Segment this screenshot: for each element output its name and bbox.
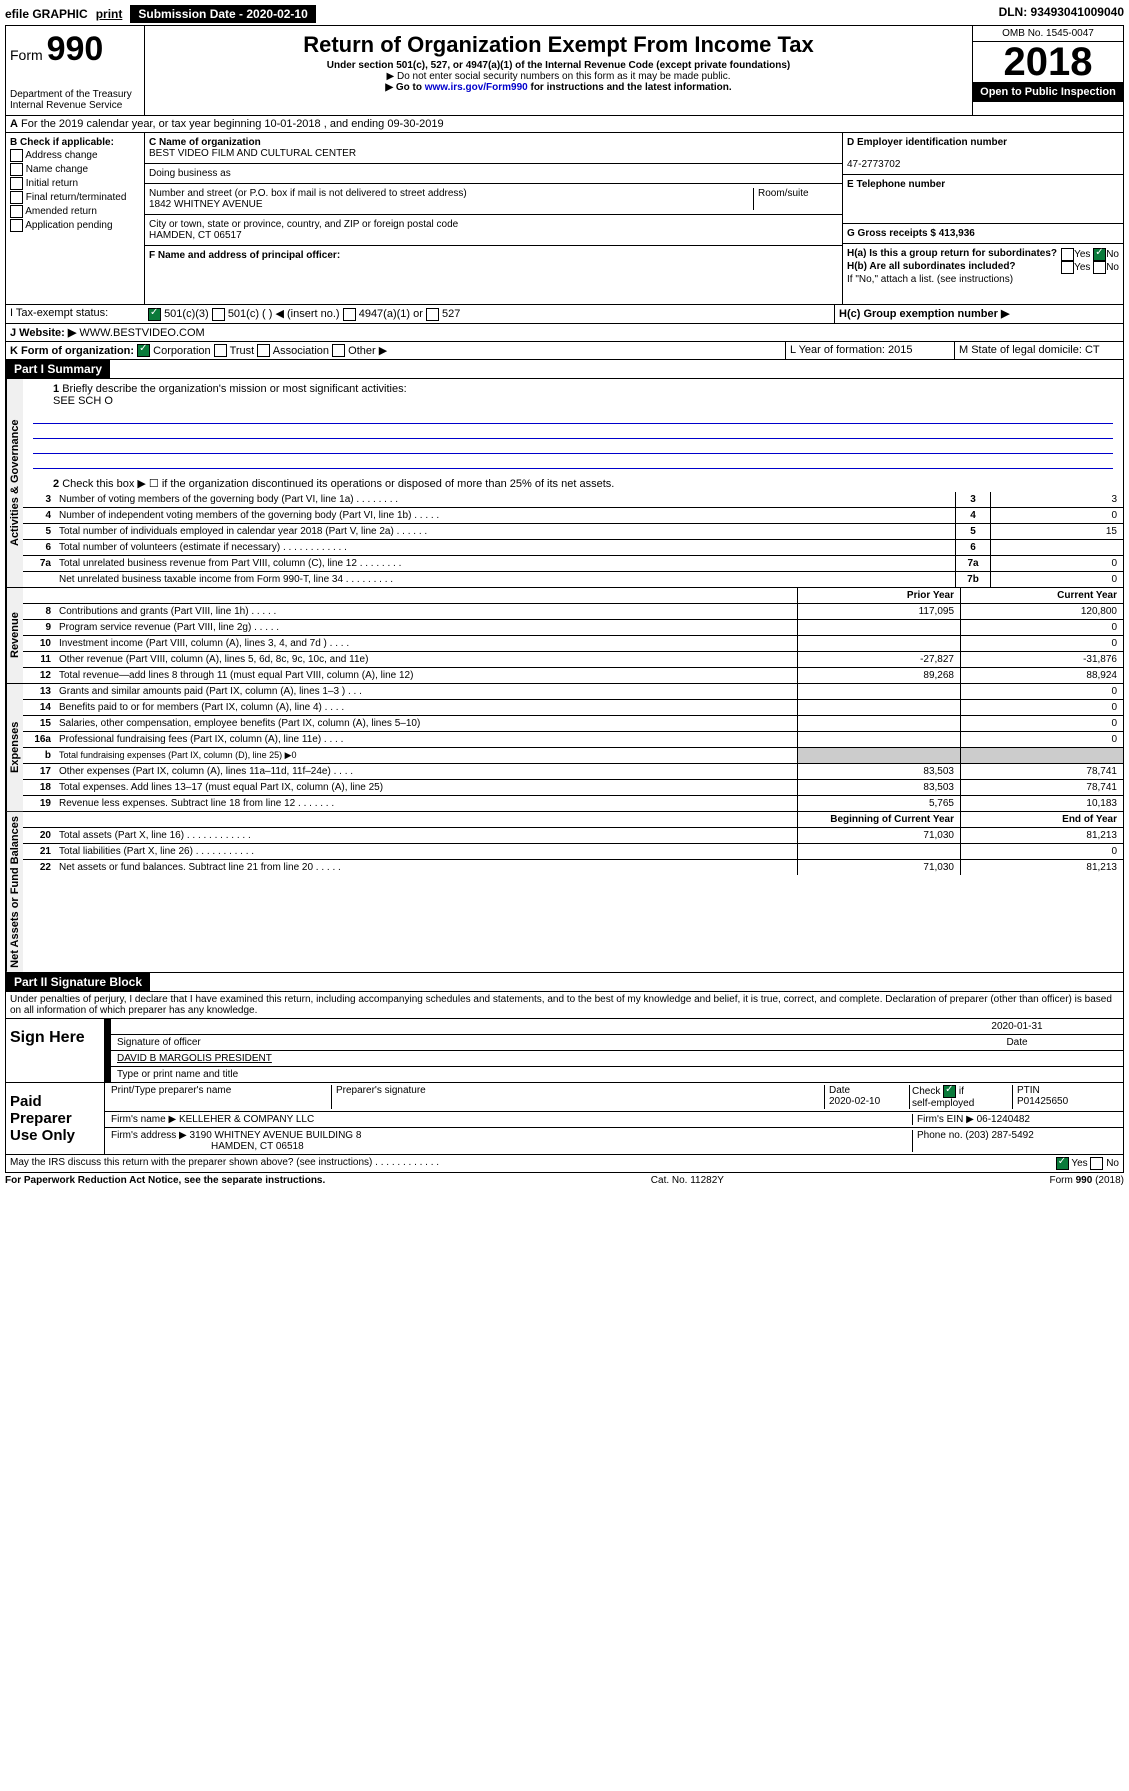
data-row: 18Total expenses. Add lines 13–17 (must … bbox=[23, 780, 1123, 796]
efile-label: efile GRAPHIC bbox=[5, 7, 88, 21]
amended-check[interactable] bbox=[10, 205, 23, 218]
part-2-header: Part II Signature Block bbox=[6, 973, 150, 991]
sign-here-block: Sign Here 2020-01-31 Signature of office… bbox=[5, 1019, 1124, 1083]
footer: For Paperwork Reduction Act Notice, see … bbox=[5, 1173, 1124, 1188]
gov-row: 7aTotal unrelated business revenue from … bbox=[23, 556, 1123, 572]
line-a: A For the 2019 calendar year, or tax yea… bbox=[5, 116, 1124, 133]
name-change-check[interactable] bbox=[10, 163, 23, 176]
form-title: Return of Organization Exempt From Incom… bbox=[149, 32, 968, 58]
data-row: 21Total liabilities (Part X, line 26) . … bbox=[23, 844, 1123, 860]
dln: DLN: 93493041009040 bbox=[999, 5, 1124, 23]
perjury-text: Under penalties of perjury, I declare th… bbox=[5, 992, 1124, 1019]
final-check[interactable] bbox=[10, 191, 23, 204]
data-row: 15Salaries, other compensation, employee… bbox=[23, 716, 1123, 732]
data-row: 11Other revenue (Part VIII, column (A), … bbox=[23, 652, 1123, 668]
data-row: 13Grants and similar amounts paid (Part … bbox=[23, 684, 1123, 700]
form-number: 990 bbox=[47, 30, 104, 68]
addr-change-check[interactable] bbox=[10, 149, 23, 162]
gov-row: 4Number of independent voting members of… bbox=[23, 508, 1123, 524]
gross-receipts: G Gross receipts $ 413,936 bbox=[847, 228, 975, 239]
firm-name: KELLEHER & COMPANY LLC bbox=[179, 1114, 314, 1125]
street: 1842 WHITNEY AVENUE bbox=[149, 199, 263, 210]
irs-link[interactable]: www.irs.gov/Form990 bbox=[425, 82, 528, 93]
rev-label: Revenue bbox=[6, 588, 23, 683]
dba-label: Doing business as bbox=[145, 164, 842, 184]
gov-label: Activities & Governance bbox=[6, 379, 23, 587]
data-row: 19Revenue less expenses. Subtract line 1… bbox=[23, 796, 1123, 811]
paid-preparer-block: Paid Preparer Use Only Print/Type prepar… bbox=[5, 1083, 1124, 1155]
box-b-label: B Check if applicable: bbox=[10, 137, 114, 148]
data-row: 10Investment income (Part VIII, column (… bbox=[23, 636, 1123, 652]
officer-name: DAVID B MARGOLIS PRESIDENT bbox=[117, 1053, 272, 1064]
form-prefix: Form bbox=[10, 47, 43, 63]
ptin: P01425650 bbox=[1017, 1096, 1068, 1107]
data-row: 12Total revenue—add lines 8 through 11 (… bbox=[23, 668, 1123, 683]
form-header: Form 990 Department of the Treasury Inte… bbox=[5, 25, 1124, 116]
row-j: J Website: ▶ WWW.BESTVIDEO.COM bbox=[5, 324, 1124, 342]
gov-row: 5Total number of individuals employed in… bbox=[23, 524, 1123, 540]
data-row: 8Contributions and grants (Part VIII, li… bbox=[23, 604, 1123, 620]
exp-label: Expenses bbox=[6, 684, 23, 811]
gov-row: 3Number of voting members of the governi… bbox=[23, 492, 1123, 508]
top-bar: efile GRAPHIC print Submission Date - 20… bbox=[5, 5, 1124, 23]
app-pending-check[interactable] bbox=[10, 219, 23, 232]
city: HAMDEN, CT 06517 bbox=[149, 230, 242, 241]
website: WWW.BESTVIDEO.COM bbox=[79, 327, 204, 339]
note-1: ▶ Do not enter social security numbers o… bbox=[149, 71, 968, 82]
org-name: BEST VIDEO FILM AND CULTURAL CENTER bbox=[149, 148, 356, 159]
row-i: I Tax-exempt status: 501(c)(3) 501(c) ( … bbox=[5, 305, 1124, 324]
data-row: 22Net assets or fund balances. Subtract … bbox=[23, 860, 1123, 875]
part-1-header: Part I Summary bbox=[6, 360, 110, 378]
submission-date: Submission Date - 2020-02-10 bbox=[130, 5, 315, 23]
ein: 47-2773702 bbox=[847, 159, 900, 170]
dept-label: Department of the Treasury Internal Reve… bbox=[10, 89, 140, 111]
gov-row: Net unrelated business taxable income fr… bbox=[23, 572, 1123, 587]
gov-row: 6Total number of volunteers (estimate if… bbox=[23, 540, 1123, 556]
entity-block: B Check if applicable: Address change Na… bbox=[5, 133, 1124, 305]
inspection-label: Open to Public Inspection bbox=[973, 82, 1123, 102]
data-row: 16aProfessional fundraising fees (Part I… bbox=[23, 732, 1123, 748]
form-subtitle: Under section 501(c), 527, or 4947(a)(1)… bbox=[149, 60, 968, 71]
net-label: Net Assets or Fund Balances bbox=[6, 812, 23, 972]
tax-year: 2018 bbox=[973, 42, 1123, 82]
data-row: 20Total assets (Part X, line 16) . . . .… bbox=[23, 828, 1123, 844]
data-row: 14Benefits paid to or for members (Part … bbox=[23, 700, 1123, 716]
data-row: bTotal fundraising expenses (Part IX, co… bbox=[23, 748, 1123, 764]
print-link[interactable]: print bbox=[96, 7, 123, 21]
data-row: 9Program service revenue (Part VIII, lin… bbox=[23, 620, 1123, 636]
initial-check[interactable] bbox=[10, 177, 23, 190]
data-row: 17Other expenses (Part IX, column (A), l… bbox=[23, 764, 1123, 780]
row-k: K Form of organization: Corporation Trus… bbox=[5, 342, 1124, 361]
